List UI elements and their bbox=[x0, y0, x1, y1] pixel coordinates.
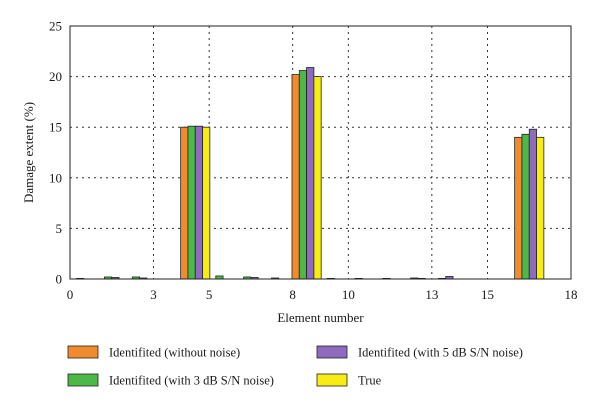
y-axis-label: Damage extent (%) bbox=[21, 102, 36, 203]
legend-swatch bbox=[316, 345, 348, 359]
bar bbox=[202, 126, 211, 280]
legend: Identifited (without noise) Identifited (… bbox=[67, 345, 523, 388]
bar bbox=[521, 133, 530, 280]
bar bbox=[291, 74, 300, 280]
bar bbox=[514, 136, 523, 280]
y-tick-label: 25 bbox=[49, 19, 62, 34]
y-tick-label: 10 bbox=[49, 170, 62, 185]
y-tick-label: 20 bbox=[49, 69, 62, 84]
x-tick-label: 18 bbox=[565, 287, 578, 302]
legend-label: Identifited (without noise) bbox=[109, 346, 240, 360]
y-tick-label: 0 bbox=[56, 272, 63, 287]
legend-swatch bbox=[67, 373, 99, 387]
bar bbox=[180, 126, 189, 280]
bars-layer bbox=[76, 67, 545, 280]
bar bbox=[536, 136, 545, 280]
x-tick-label: 5 bbox=[206, 287, 213, 302]
x-tick-label: 15 bbox=[481, 287, 494, 302]
x-axis-label: Element number bbox=[277, 310, 364, 325]
x-tick-label: 0 bbox=[67, 287, 74, 302]
bar bbox=[313, 76, 322, 280]
bar bbox=[528, 128, 537, 280]
legend-label: Identifited (with 5 dB S/N noise) bbox=[358, 346, 523, 360]
y-tick-label: 5 bbox=[56, 221, 63, 236]
bar bbox=[187, 125, 196, 280]
legend-label: True bbox=[358, 374, 382, 388]
tick-labels: 0 5 10 15 20 25 0 3 5 8 10 13 15 18 bbox=[49, 19, 578, 303]
y-tick-label: 15 bbox=[49, 120, 62, 135]
plot-frame bbox=[69, 25, 572, 280]
bar bbox=[298, 70, 307, 280]
x-tick-label: 3 bbox=[150, 287, 157, 302]
legend-swatch bbox=[67, 345, 99, 359]
x-tick-label: 8 bbox=[289, 287, 296, 302]
x-tick-label: 13 bbox=[425, 287, 438, 302]
legend-swatch bbox=[316, 373, 348, 387]
legend-label: Identifited (with 3 dB S/N noise) bbox=[109, 374, 274, 388]
bar bbox=[194, 125, 203, 280]
x-tick-label: 10 bbox=[342, 287, 355, 302]
bar bbox=[306, 67, 315, 280]
